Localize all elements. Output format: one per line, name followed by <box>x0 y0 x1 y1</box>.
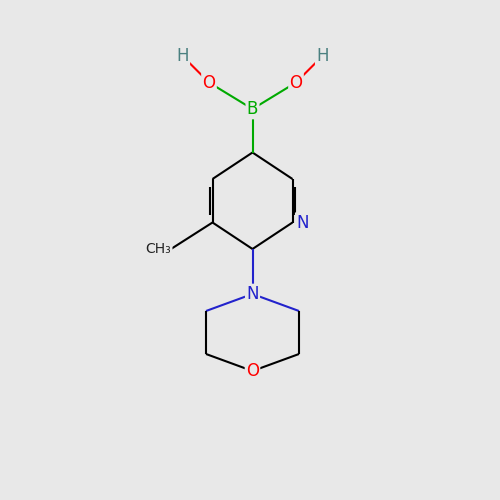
Text: B: B <box>247 100 258 118</box>
Text: N: N <box>246 285 259 303</box>
Text: N: N <box>296 214 309 232</box>
Text: O: O <box>202 74 215 92</box>
Text: O: O <box>290 74 302 92</box>
Text: H: H <box>176 47 189 65</box>
Text: H: H <box>316 47 329 65</box>
Text: CH₃: CH₃ <box>146 242 172 256</box>
Text: O: O <box>246 362 259 380</box>
